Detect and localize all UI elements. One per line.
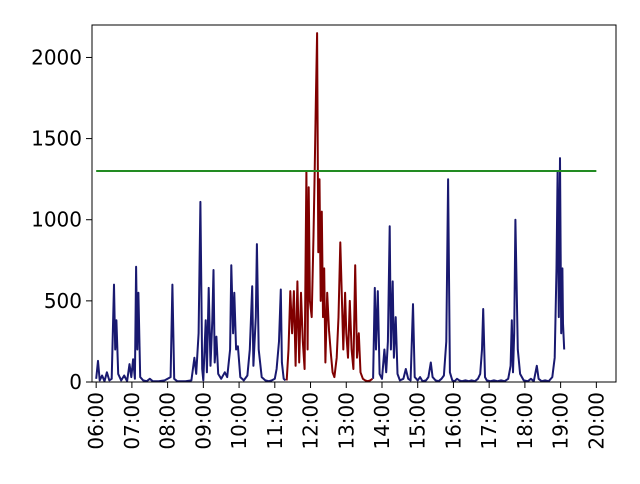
y-tick-label: 0 bbox=[69, 370, 82, 394]
series-line-1 bbox=[95, 200, 287, 383]
x-axis: 06:00 07:00 08:00 09:00 10:00 11:00 12:00 13:00… bbox=[84, 382, 608, 450]
y-tick-label: 500 bbox=[44, 289, 82, 313]
x-tick-label: 18:00 bbox=[513, 392, 537, 450]
series-group bbox=[95, 32, 566, 383]
x-tick-label: 13:00 bbox=[334, 392, 358, 450]
x-tick-label: 17:00 bbox=[477, 392, 501, 450]
plot-area-frame bbox=[91, 24, 617, 383]
x-tick-label: 09:00 bbox=[191, 392, 215, 450]
x-tick-label: 06:00 bbox=[84, 392, 108, 450]
x-tick-label: 11:00 bbox=[263, 392, 287, 450]
series-line-3 bbox=[372, 157, 566, 383]
x-tick-label: 20:00 bbox=[584, 392, 608, 450]
y-axis: 0 500 1000 1500 2000 bbox=[31, 45, 92, 394]
y-tick-label: 1000 bbox=[31, 208, 82, 232]
x-tick-label: 15:00 bbox=[406, 392, 430, 450]
x-tick-label: 08:00 bbox=[156, 392, 180, 450]
x-tick-label: 19:00 bbox=[549, 392, 573, 450]
x-tick-label: 16:00 bbox=[441, 392, 465, 450]
y-tick-label: 2000 bbox=[31, 45, 82, 69]
y-tick-label: 1500 bbox=[31, 127, 82, 151]
x-tick-label: 12:00 bbox=[299, 392, 323, 450]
series-line-highlight bbox=[285, 32, 374, 383]
x-tick-label: 10:00 bbox=[227, 392, 251, 450]
x-tick-label: 07:00 bbox=[120, 392, 144, 450]
x-tick-label: 14:00 bbox=[370, 392, 394, 450]
